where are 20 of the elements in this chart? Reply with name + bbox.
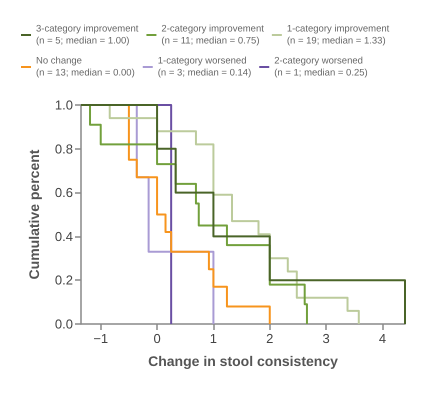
x-axis-title: Change in stool consistency <box>148 353 338 369</box>
x-tick-label: 3 <box>322 331 330 346</box>
x-tick-label: 4 <box>378 331 386 346</box>
x-tick-label: 2 <box>266 331 274 346</box>
legend-label: 1-category improvement (n = 19; median = 1.33) <box>286 24 390 46</box>
x-tick-label: 1 <box>210 331 218 346</box>
legend-label: 3-category improvement (n = 5; median = 1.00) <box>36 24 139 46</box>
y-tick-label: 0.0 <box>54 316 73 332</box>
y-tick-label: 0.8 <box>54 141 73 156</box>
y-tick-label: 0.4 <box>54 228 73 244</box>
y-axis-title: Cumulative percent <box>26 149 42 280</box>
legend-label: No change (n = 13; median = 0.00) <box>36 56 135 78</box>
legend-label: 1-category worsened (n = 3; median = 0.14) <box>158 56 252 78</box>
x-tick-label: −1 <box>93 331 108 346</box>
legend-label: 2-category improvement (n = 11; median = 0.75) <box>161 24 264 46</box>
y-tick-label: 0.2 <box>54 272 73 288</box>
x-tick-label: 0 <box>153 331 161 346</box>
legend-label: 2-category worsened (n = 1; median = 0.25) <box>274 56 368 78</box>
y-tick-label: 0.6 <box>54 185 73 200</box>
y-tick-label: 1.0 <box>54 98 73 112</box>
